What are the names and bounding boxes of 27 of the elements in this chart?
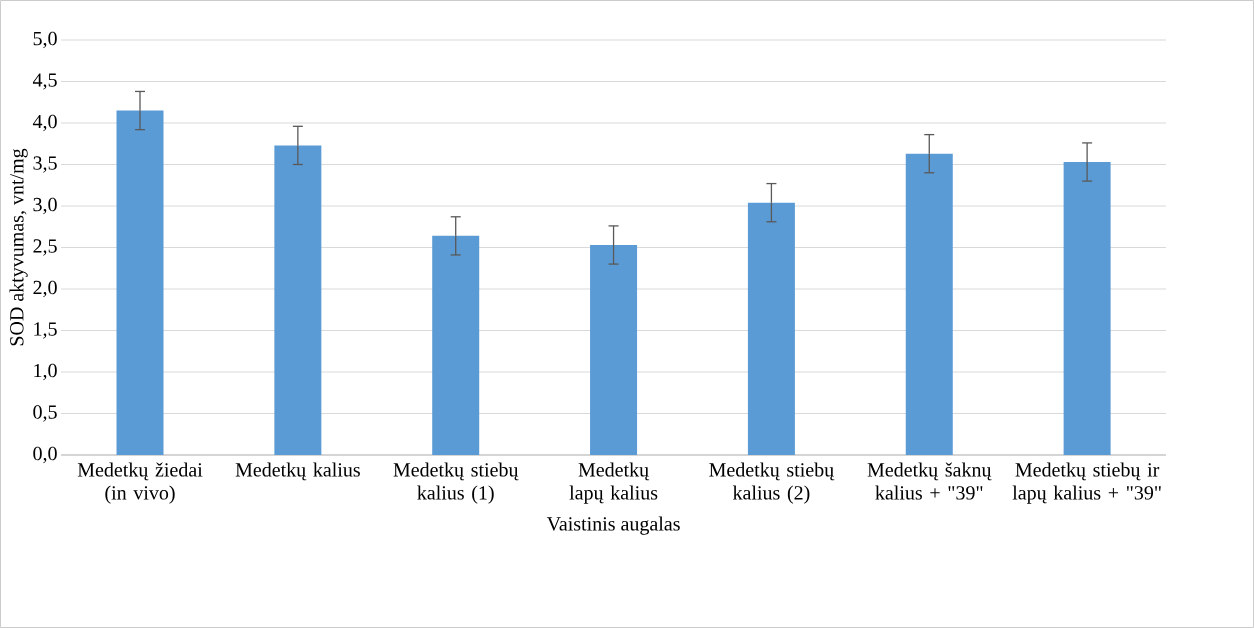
bar <box>1063 162 1111 455</box>
x-tick-label: Medetkų stiebų kalius (1) <box>393 462 519 504</box>
x-tick-label: Medetkų šaknų kalius + "39" <box>867 462 992 500</box>
bar <box>432 235 480 455</box>
x-tick-label: Medetkų žiedai (in vivo) <box>77 462 203 504</box>
y-tick-label: 5,0 <box>33 31 57 49</box>
bar <box>905 153 953 455</box>
y-tick-label: 3,0 <box>33 197 57 215</box>
bar <box>747 202 795 455</box>
y-tick-label: 2,5 <box>33 239 57 256</box>
x-tick-label: Medetkų stiebų kalius (2) <box>709 462 835 504</box>
x-axis-title: Vaistinis augalas <box>546 516 680 535</box>
y-axis-title: SOD aktyvumas, vnt/mg <box>9 148 28 346</box>
y-tick-label: 4,0 <box>32 114 57 132</box>
y-tick-label: 3,5 <box>33 156 57 173</box>
y-tick-label: 1,0 <box>34 363 57 381</box>
y-tick-label: 4,5 <box>32 73 57 90</box>
bar <box>116 110 164 455</box>
y-tick-label: 1,5 <box>34 322 57 339</box>
x-tick-label: Medetkų lapų kalius <box>569 462 658 504</box>
y-tick-label: 0,5 <box>33 405 57 422</box>
x-tick-label: Medetkų kalius <box>235 462 360 481</box>
x-tick-label: Medetkų stiebų ir lapų kalius + "39" <box>1012 462 1161 504</box>
bar <box>274 145 322 455</box>
y-tick-label: 0,0 <box>33 446 57 464</box>
y-tick-label: 2,0 <box>33 280 57 298</box>
bar <box>590 245 638 455</box>
